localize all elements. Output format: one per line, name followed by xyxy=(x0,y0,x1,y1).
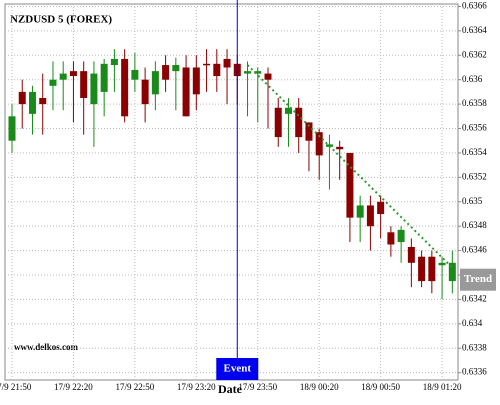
candle-body xyxy=(80,71,88,98)
trend-label-box xyxy=(460,268,496,291)
x-tick-label: 18/9 00:20 xyxy=(300,382,339,392)
candle-body xyxy=(387,232,395,245)
x-tick-label: 17/9 23:20 xyxy=(177,382,216,392)
candle-body xyxy=(244,71,252,74)
candle-body xyxy=(438,262,446,266)
y-tick-label: 0.6342 xyxy=(462,293,487,303)
x-tick-label: 18/9 01:20 xyxy=(423,382,462,392)
event-label-box xyxy=(216,358,259,380)
y-tick-label: 0.6338 xyxy=(462,342,487,352)
x-tick-label: 18/9 00:50 xyxy=(361,382,400,392)
candle-body xyxy=(90,73,98,105)
candle-body xyxy=(223,58,231,68)
candle-body xyxy=(69,71,77,77)
candle-body xyxy=(346,152,354,218)
y-tick-label: 0.6352 xyxy=(462,171,487,181)
candle-body xyxy=(377,201,385,214)
y-tick-label: 0.6364 xyxy=(462,25,487,35)
chart-title: NZDUSD 5 (FOREX) xyxy=(10,14,112,26)
candle-body xyxy=(336,146,344,150)
candle-body xyxy=(110,58,118,66)
candle-body xyxy=(356,205,364,218)
candle-body xyxy=(39,98,47,105)
candle-body xyxy=(315,132,323,156)
candle-body xyxy=(397,229,405,243)
candle-body xyxy=(428,256,436,282)
y-tick-label: 0.6336 xyxy=(462,367,487,377)
candle-body xyxy=(407,246,415,263)
x-tick-label: 17/9 22:50 xyxy=(115,382,154,392)
candle-body xyxy=(151,71,159,95)
x-axis-label: Date xyxy=(218,382,243,396)
candle-body xyxy=(418,256,426,282)
trend-label: Trend xyxy=(464,273,492,285)
candle-body xyxy=(203,63,211,66)
candle-body xyxy=(182,67,190,117)
plot-frame xyxy=(4,3,459,381)
y-tick-label: 0.6356 xyxy=(462,123,487,133)
candle-body xyxy=(141,79,149,105)
y-tick-label: 0.6358 xyxy=(462,98,487,108)
y-tick-label: 0.635 xyxy=(462,196,483,206)
candle-body xyxy=(325,144,333,147)
y-tick-label: 0.6346 xyxy=(462,245,487,255)
candle-body xyxy=(284,107,292,114)
x-tick-label: 17/9 23:50 xyxy=(238,382,277,392)
candle-body xyxy=(295,107,303,138)
candle-body xyxy=(366,205,374,227)
candle-body xyxy=(28,91,36,114)
trend-line xyxy=(246,64,454,269)
watermark: www.delkos.com xyxy=(14,342,79,352)
candle-body xyxy=(100,63,108,92)
y-tick-label: 0.634 xyxy=(462,318,483,328)
candle-body xyxy=(18,91,26,105)
candle-body xyxy=(254,71,262,74)
event-label: Event xyxy=(224,363,252,375)
y-tick-label: 0.6348 xyxy=(462,220,487,230)
candle-body xyxy=(49,79,57,86)
candle-body xyxy=(162,65,170,80)
candle-body xyxy=(8,116,16,141)
candle-body xyxy=(131,69,139,80)
candle-body xyxy=(264,73,272,80)
x-tick-label: 17/9 22:20 xyxy=(54,382,93,392)
candle-body xyxy=(192,67,200,95)
y-tick-label: 0.6354 xyxy=(462,147,487,157)
candle-body xyxy=(121,58,129,117)
candle-body xyxy=(448,262,456,282)
candle-body xyxy=(213,63,221,77)
candle-body xyxy=(274,107,282,138)
y-tick-label: 0.6366 xyxy=(462,1,487,11)
y-tick-label: 0.636 xyxy=(462,74,483,84)
candle-body xyxy=(172,65,180,72)
candle-body xyxy=(305,122,313,141)
x-tick-label: 17/9 21:50 xyxy=(0,382,32,392)
candle-body xyxy=(59,73,67,80)
y-tick-label: 0.6362 xyxy=(462,49,487,59)
